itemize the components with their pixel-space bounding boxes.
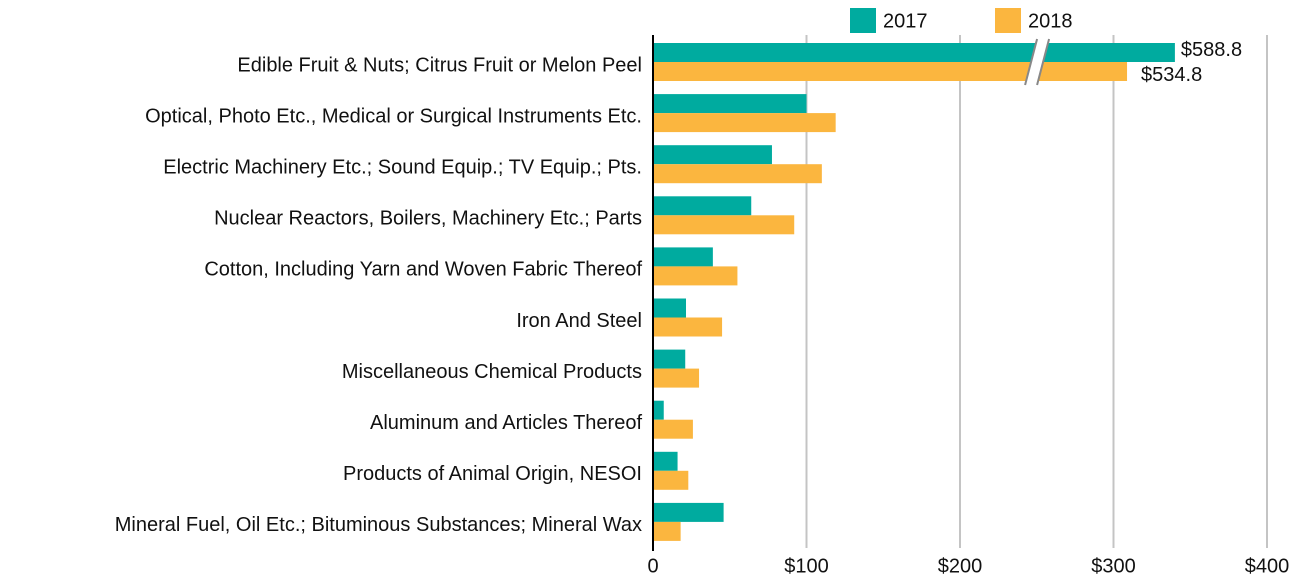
legend-label: 2018	[1028, 10, 1073, 32]
bar	[653, 400, 664, 420]
bar	[653, 298, 687, 318]
data-label: $588.8	[1181, 39, 1242, 61]
y-tick-label: Electric Machinery Etc.; Sound Equip.; T…	[163, 156, 642, 178]
bar	[653, 43, 1175, 62]
bar	[653, 94, 807, 114]
y-tick-label: Edible Fruit & Nuts; Citrus Fruit or Mel…	[237, 54, 642, 76]
bar	[653, 521, 681, 541]
bar	[653, 62, 1128, 81]
axis-break	[1025, 39, 1050, 85]
bar	[653, 164, 822, 184]
axis-break-line	[1024, 38, 1039, 86]
legend-swatch	[995, 8, 1021, 33]
x-tick-label: 0	[647, 555, 658, 577]
x-tick-label: $400	[1245, 555, 1290, 577]
axis-break-line	[1036, 38, 1051, 86]
legend-swatch	[850, 8, 876, 33]
bar	[653, 317, 723, 337]
bar	[653, 368, 700, 388]
x-tick-label: $200	[938, 555, 983, 577]
y-tick-label: Iron And Steel	[516, 310, 642, 332]
bar	[653, 196, 752, 216]
bar	[653, 349, 686, 369]
y-tick-label: Nuclear Reactors, Boilers, Machinery Etc…	[214, 208, 642, 230]
bar	[653, 247, 713, 267]
legend-label: 2017	[883, 10, 928, 32]
bar	[653, 419, 693, 439]
bar	[653, 451, 678, 471]
y-tick-label: Cotton, Including Yarn and Woven Fabric …	[204, 259, 642, 281]
bar	[653, 266, 738, 286]
y-tick-label: Optical, Photo Etc., Medical or Surgical…	[145, 105, 642, 127]
x-tick-label: $100	[784, 555, 829, 577]
bar	[653, 145, 772, 165]
y-tick-label: Miscellaneous Chemical Products	[342, 361, 642, 383]
y-tick-label: Products of Animal Origin, NESOI	[343, 463, 642, 485]
data-label: $534.8	[1141, 64, 1202, 86]
bar	[653, 215, 795, 235]
y-tick-label: Mineral Fuel, Oil Etc.; Bituminous Subst…	[115, 514, 642, 536]
y-tick-label: Aluminum and Articles Thereof	[370, 412, 642, 434]
bar	[653, 470, 689, 490]
x-tick-label: $300	[1091, 555, 1136, 577]
bar	[653, 113, 836, 133]
bar	[653, 502, 724, 522]
